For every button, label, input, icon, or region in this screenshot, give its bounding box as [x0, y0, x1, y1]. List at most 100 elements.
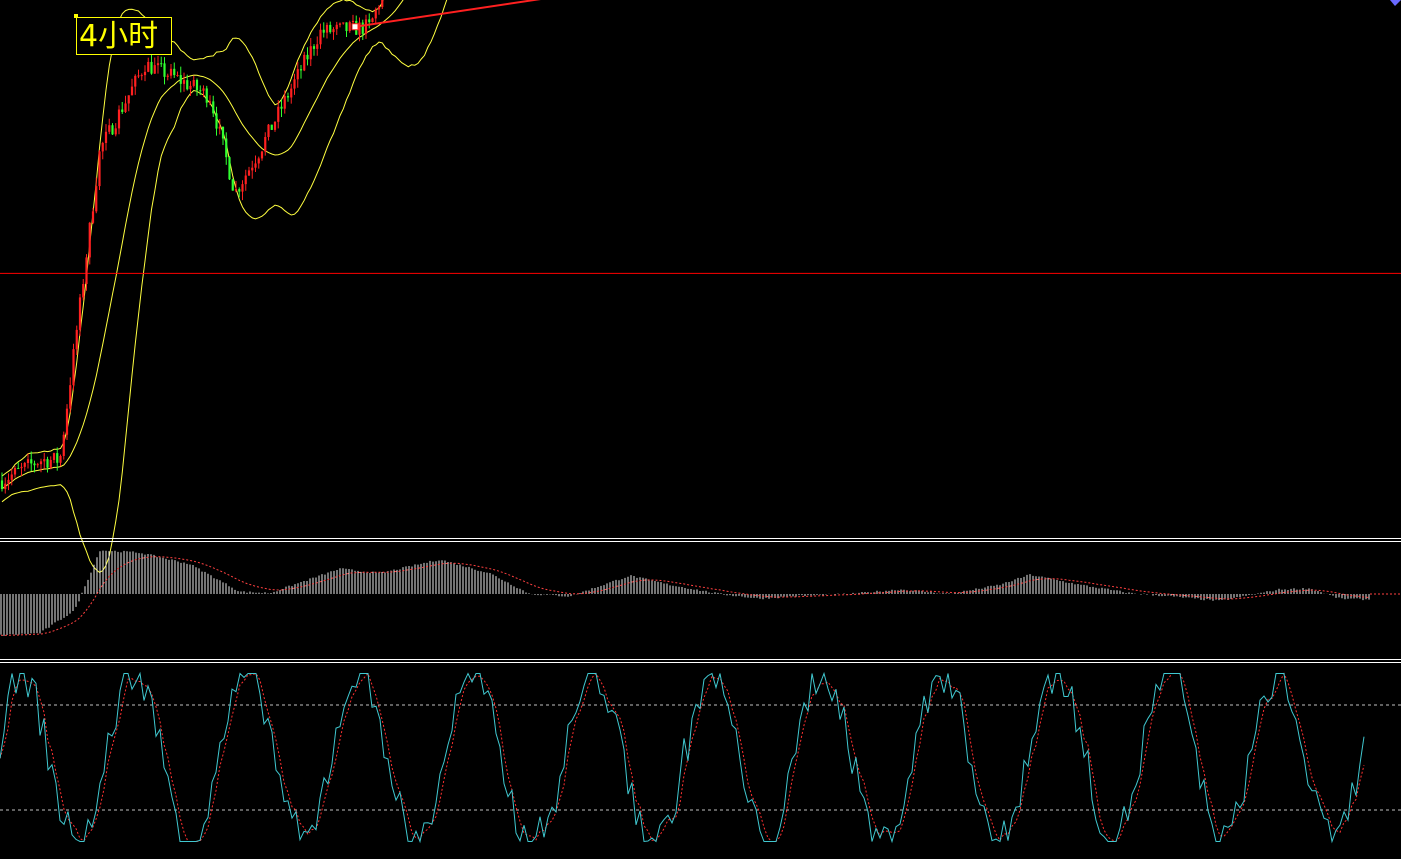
candle-body: [186, 80, 189, 90]
candle-body: [306, 54, 309, 60]
candle-body: [303, 54, 306, 71]
candle-body: [114, 128, 117, 135]
candle-body: [218, 126, 221, 129]
candle-body: [221, 126, 225, 139]
candle-body: [7, 479, 10, 484]
candle-body: [169, 68, 173, 76]
candle-body: [72, 349, 75, 386]
candle-body: [179, 75, 182, 84]
candle-body: [371, 18, 374, 23]
candle-body: [166, 75, 169, 77]
trendlines[interactable]: [351, 0, 1401, 31]
candle-body: [241, 184, 244, 192]
candle-body: [358, 22, 361, 35]
candle-body: [150, 61, 153, 74]
timeframe-label[interactable]: 4小时: [76, 17, 172, 55]
candle-body: [130, 86, 134, 96]
candle-body: [121, 109, 124, 112]
candle-body: [160, 63, 163, 65]
candle-body: [234, 189, 238, 191]
candle-body: [296, 69, 299, 80]
bollinger-middle: [1, 0, 404, 490]
trendline-handle-icon: [351, 23, 359, 31]
candle-body: [0, 480, 4, 489]
candle-body: [85, 257, 88, 284]
price-panel: [0, 0, 1401, 574]
candle-body: [23, 462, 26, 467]
candle-body: [192, 79, 195, 86]
candle-body: [283, 96, 286, 109]
candle-body: [348, 22, 351, 32]
label-handle-icon[interactable]: [74, 14, 78, 18]
candle-body: [46, 459, 49, 468]
candle-body: [95, 186, 98, 212]
candle-body: [101, 142, 104, 152]
candle-body: [182, 80, 186, 84]
stochastic-d-line: [0, 672, 1365, 843]
candle-body: [153, 65, 156, 74]
candle-body: [244, 175, 247, 185]
candle-body: [117, 109, 121, 129]
bollinger-bands: [1, 0, 448, 574]
candle-body: [381, 0, 384, 7]
candle-body: [199, 90, 202, 92]
candle-body: [270, 124, 273, 130]
candle-body: [176, 75, 179, 77]
candle-body: [325, 24, 329, 33]
candle-body: [205, 88, 208, 103]
candle-body: [108, 125, 111, 132]
candle-body: [156, 63, 160, 66]
stochastic-k-line: [0, 671, 1365, 844]
candle-body: [49, 459, 52, 468]
candle-body: [143, 71, 147, 76]
candle-body: [82, 283, 85, 298]
candle-body: [62, 434, 65, 456]
candle-body: [104, 131, 108, 143]
candle-body: [134, 75, 137, 87]
candle-body: [254, 163, 257, 168]
bollinger-upper: [1, 0, 384, 477]
candle-body: [377, 6, 381, 10]
candle-body: [273, 121, 277, 130]
macd-histogram: [0, 550, 1401, 636]
candle-body: [290, 88, 293, 98]
candle-body: [17, 468, 20, 470]
candle-body: [260, 151, 264, 159]
corner-marker-icon: [1390, 0, 1401, 6]
candle-body: [91, 211, 95, 223]
candle-body: [212, 101, 215, 114]
candle-body: [10, 474, 13, 480]
candle-body: [78, 297, 82, 330]
candle-body: [368, 19, 371, 23]
candle-body: [208, 101, 212, 103]
candle-body: [267, 124, 270, 137]
candle-body: [299, 69, 303, 71]
candle-body: [69, 385, 72, 409]
candle-body: [374, 9, 377, 19]
candle-body: [228, 157, 231, 180]
candle-body: [322, 29, 325, 33]
candle-body: [231, 179, 234, 191]
support-trendline: [354, 0, 541, 28]
candle-body: [319, 29, 322, 45]
candle-body: [286, 96, 290, 98]
stochastic-lines: [0, 671, 1401, 844]
candle-body: [26, 459, 30, 463]
candle-body: [137, 75, 140, 77]
candle-body: [280, 106, 283, 109]
candle-body: [20, 466, 23, 469]
candle-body: [36, 464, 39, 466]
candle-body: [202, 88, 205, 91]
candle-body: [4, 483, 7, 489]
candle-body: [309, 46, 312, 60]
candle-body: [247, 170, 251, 176]
candle-body: [338, 23, 342, 25]
candle-body: [65, 408, 69, 435]
candle-body: [316, 44, 319, 49]
candle-body: [30, 459, 33, 464]
candle-body: [52, 453, 56, 460]
candle-body: [195, 79, 199, 91]
candle-body: [251, 167, 254, 171]
candle-body: [88, 222, 91, 258]
candle-body: [124, 103, 127, 112]
